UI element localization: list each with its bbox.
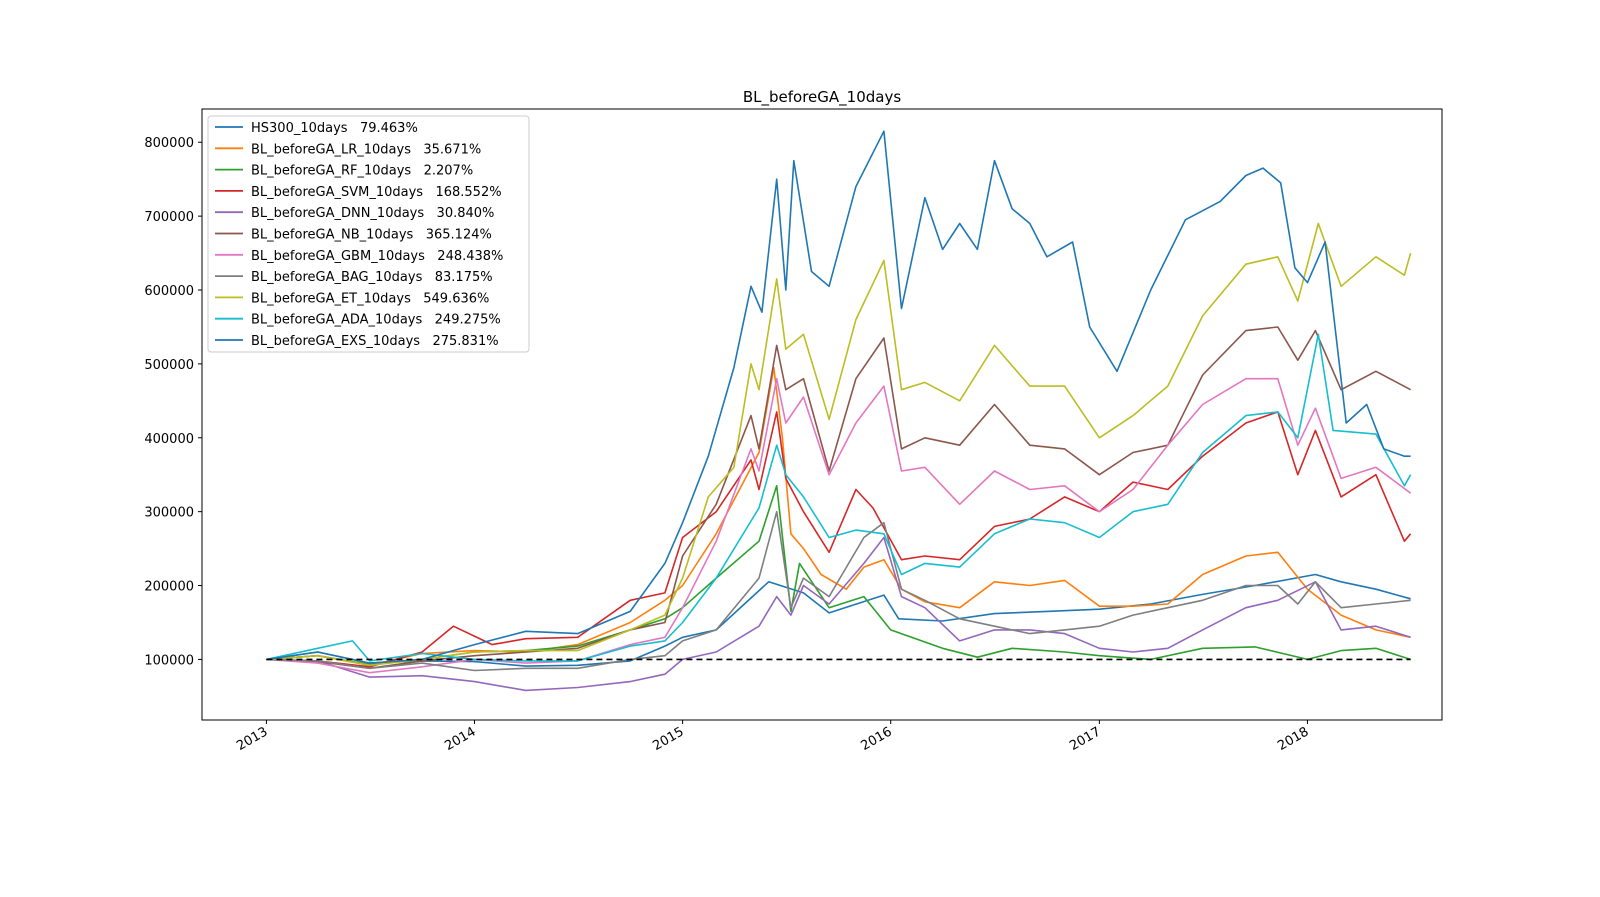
y-tick-label: 100000 bbox=[144, 653, 194, 668]
y-tick-label: 800000 bbox=[144, 136, 194, 151]
series-line-10 bbox=[266, 333, 1412, 662]
legend-entry: BL_beforeGA_LR_10days 35.671% bbox=[251, 142, 481, 157]
legend-entry: BL_beforeGA_NB_10days 365.124% bbox=[251, 228, 492, 243]
y-axis: 100000 200000 300000 400000 500000 600000 7000… bbox=[144, 136, 202, 668]
legend-entry: BL_beforeGA_GBM_10days 248.438% bbox=[251, 249, 503, 264]
legend-entry: BL_beforeGA_ADA_10days 249.275% bbox=[251, 313, 501, 328]
legend: HS300_10days 79.463% BL_beforeGA_LR_10day… bbox=[207, 115, 530, 353]
series-line-2 bbox=[266, 366, 1411, 667]
y-tick-label: 300000 bbox=[144, 506, 194, 521]
chart-title: BL_beforeGA_10days bbox=[743, 88, 901, 107]
y-tick-label: 700000 bbox=[144, 210, 194, 225]
series-line-11 bbox=[266, 130, 1411, 664]
legend-entry: BL_beforeGA_ET_10days 549.636% bbox=[251, 291, 489, 306]
legend-entry: BL_beforeGA_BAG_10days 83.175% bbox=[251, 270, 493, 285]
series-line-5 bbox=[266, 536, 1411, 692]
y-tick-label: 500000 bbox=[144, 358, 194, 373]
legend-entry: BL_beforeGA_DNN_10days 30.840% bbox=[251, 206, 494, 221]
legend-box bbox=[207, 115, 530, 353]
series-line-6 bbox=[266, 326, 1411, 670]
legend-entry: BL_beforeGA_EXS_10days 275.831% bbox=[251, 334, 499, 349]
y-tick-label: 600000 bbox=[144, 284, 194, 299]
series-line-4 bbox=[266, 411, 1412, 668]
series-layer bbox=[266, 130, 1412, 692]
series-line-9 bbox=[266, 222, 1412, 667]
legend-entry: BL_beforeGA_RF_10days 2.207% bbox=[251, 164, 473, 179]
legend-entry: HS300_10days 79.463% bbox=[251, 121, 418, 136]
legend-entry: BL_beforeGA_SVM_10days 168.552% bbox=[251, 185, 502, 200]
series-line-8 bbox=[266, 510, 1411, 672]
y-tick-label: 400000 bbox=[144, 432, 194, 447]
plot-area-frame bbox=[201, 108, 1443, 721]
y-tick-label: 200000 bbox=[144, 580, 194, 595]
